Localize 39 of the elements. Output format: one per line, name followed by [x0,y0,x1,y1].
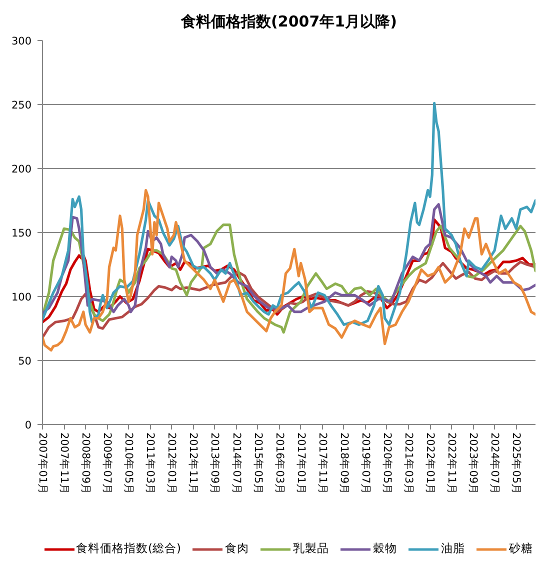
line-series [42,188,536,352]
x-tick-label: 2011年03月 [144,432,156,495]
x-tick-label: 2017年11月 [316,432,328,495]
x-tick-label: 2019年07月 [359,432,372,495]
y-tick-label: 0 [24,420,32,432]
x-tick-label: 2023年09月 [467,432,480,495]
y-tick-label: 50 [18,356,32,368]
x-tick-label: 2012年01月 [166,432,178,495]
x-tick-label: 2018年09月 [338,432,350,495]
legend-label: 乳製品 [292,541,329,556]
line-series [42,102,536,326]
x-tick-label: 2016年03月 [273,432,286,495]
legend-label: 油脂 [440,541,465,556]
y-tick-label: 100 [11,292,32,304]
x-tick-label: 2022年11月 [446,432,458,495]
y-tick-label: 150 [11,228,32,240]
x-tick-label: 2015年05月 [252,432,264,495]
x-tick-label: 2014年07月 [230,432,242,495]
x-tick-label: 2017年01月 [294,432,307,495]
y-tick-label: 200 [11,164,32,176]
chart-title: 食料価格指数(2007年1月以降) [180,12,397,30]
legend-label: 穀物 [372,541,397,556]
legend-label: 食肉 [224,541,249,556]
x-tick-label: 2008年09月 [80,432,92,495]
x-tick-label: 2009年07月 [101,432,114,495]
x-tick-label: 2022年01月 [424,432,436,495]
y-tick-label: 300 [11,36,32,48]
legend-label: 食料価格指数(総合) [76,541,181,556]
x-tick-label: 2012年11月 [187,432,200,495]
x-tick-label: 2020年05月 [380,432,393,495]
y-tick-label: 250 [11,100,32,112]
x-tick-label: 2007年01月 [36,432,48,495]
x-tick-label: 2025年05月 [510,432,522,495]
x-tick-label: 2024年07月 [488,432,501,495]
x-tick-label: 2021年03月 [402,432,414,495]
legend-label: 砂糖 [508,541,533,556]
x-tick-label: 2010年05月 [122,432,135,495]
x-tick-label: 2007年11月 [58,432,70,495]
x-tick-label: 2013年09月 [208,432,221,495]
